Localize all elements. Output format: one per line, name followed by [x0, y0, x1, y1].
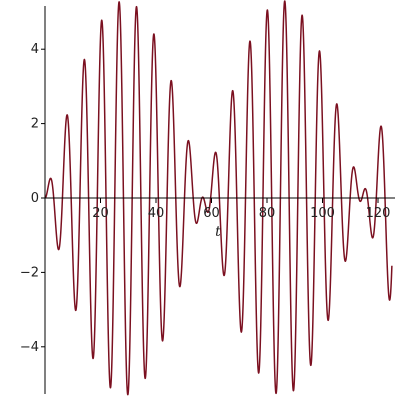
y-axis-ticks: −4 −2 0 2 4	[20, 42, 45, 355]
x-axis-ticks: 20 40 60 80 100 120	[92, 198, 390, 221]
y-tick-label: 4	[31, 42, 39, 57]
series-line	[44, 0, 393, 396]
y-tick-label: −4	[20, 340, 39, 355]
curve-layer	[44, 0, 393, 396]
x-tick-label: 20	[92, 206, 109, 221]
x-tick-label: 100	[310, 206, 335, 221]
y-tick-label: 2	[31, 117, 39, 132]
x-tick-label: 60	[203, 206, 220, 221]
x-tick-label: 120	[366, 206, 391, 221]
y-tick-label: 0	[31, 191, 39, 206]
y-tick-label: −2	[20, 265, 39, 280]
x-tick-label: 40	[148, 206, 165, 221]
x-axis-title: t	[215, 224, 221, 240]
x-tick-label: 80	[259, 206, 276, 221]
